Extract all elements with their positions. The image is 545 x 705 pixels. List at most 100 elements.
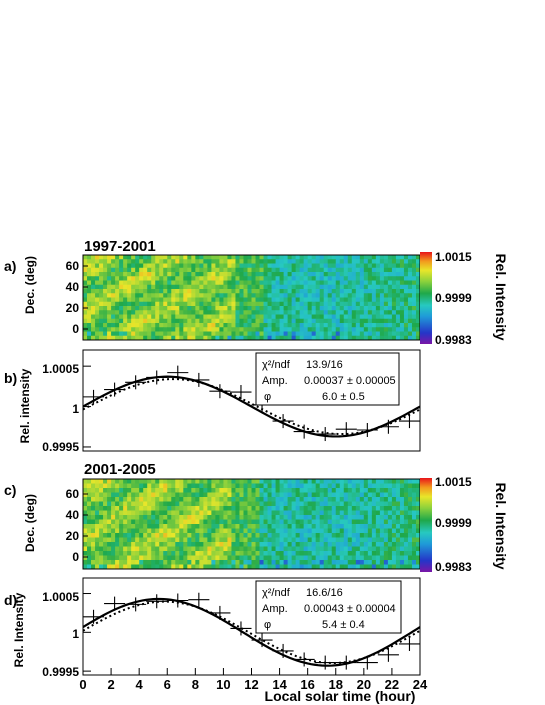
data-point — [377, 647, 399, 662]
tick-label: 1.0005 — [42, 362, 79, 376]
panel-a-ylabel: Dec. (deg) — [23, 256, 37, 314]
stats-d-phi-label: φ — [264, 619, 271, 631]
data-point — [104, 596, 126, 611]
heatmap-a — [83, 255, 421, 341]
x-tick-label: 8 — [192, 677, 199, 692]
x-tick-label: 12 — [244, 677, 258, 692]
panel-d: d) Rel. Intensity χ²/ndf 16.6/16 Amp. 0.… — [4, 577, 421, 679]
x-tick-label: 16 — [300, 677, 314, 692]
data-point — [356, 655, 378, 670]
data-point — [188, 592, 210, 607]
data-point — [377, 419, 399, 434]
stats-box-b: χ²/ndf 13.9/16 Amp. 0.00037 ± 0.00005 φ … — [255, 352, 400, 406]
data-point — [272, 643, 294, 658]
x-tick-label: 0 — [79, 677, 86, 692]
colorbar-c-max: 1.0015 — [435, 475, 472, 489]
data-point — [167, 593, 189, 608]
colorbar-a-max: 1.0015 — [435, 250, 472, 264]
data-point — [209, 384, 231, 399]
x-tick-label: 22 — [385, 677, 399, 692]
stats-b-chi-label: χ²/ndf — [262, 359, 291, 371]
stats-d-amp-label: Amp. — [262, 603, 288, 615]
x-tick-label: 2 — [107, 677, 114, 692]
panel-a-letter: a) — [4, 258, 16, 274]
panel-a-period: 1997-2001 — [84, 238, 156, 255]
colorbar-c — [420, 478, 432, 572]
data-point — [272, 414, 294, 429]
stats-d-amp-value: 0.00043 ± 0.00004 — [304, 603, 396, 615]
x-axis-label: Local solar time (hour) — [265, 688, 416, 704]
x-tick-label: 24 — [413, 677, 428, 692]
panel-c-period: 2001-2005 — [84, 461, 156, 478]
panel-c-letter: c) — [4, 482, 16, 498]
x-tick-label: 4 — [136, 677, 144, 692]
stats-d-chi-value: 16.6/16 — [306, 587, 343, 599]
data-point — [83, 389, 105, 404]
stats-b-amp-label: Amp. — [262, 375, 288, 387]
data-point — [293, 424, 315, 439]
tick-label: 1 — [72, 627, 79, 641]
panel-a: a) 1997-2001 Dec. (deg) 60 40 20 0 1.001… — [4, 238, 509, 347]
tick-label: 1.0005 — [42, 590, 79, 604]
panel-c-ylabel: Dec. (deg) — [23, 494, 37, 552]
panel-d-ylabel: Rel. Intensity — [12, 592, 26, 667]
colorbar-a-min: 0.9983 — [435, 333, 472, 347]
stats-b-phi-label: φ — [264, 391, 271, 403]
data-point — [335, 655, 357, 670]
data-point — [398, 414, 420, 429]
data-point — [230, 385, 252, 400]
data-point — [335, 422, 357, 437]
data-point — [314, 655, 336, 670]
tick-label: 60 — [66, 487, 80, 501]
stats-b-chi-value: 13.9/16 — [306, 359, 343, 371]
data-point — [125, 375, 147, 390]
fit-curve — [82, 597, 421, 667]
reference-curve — [82, 378, 421, 436]
colorbar-a-mid: 0.9999 — [435, 291, 472, 305]
heatmap-c — [83, 479, 421, 570]
stats-d-phi-value: 5.4 ± 0.4 — [322, 619, 365, 631]
colorbar-a-label: Rel. Intensity — [493, 253, 509, 340]
colorbar-c-label: Rel. Intensity — [493, 482, 509, 569]
data-point — [398, 636, 420, 651]
data-point — [146, 594, 168, 609]
x-tick-label: 6 — [164, 677, 171, 692]
tick-label: 0 — [72, 550, 79, 564]
colorbar-c-mid: 0.9999 — [435, 516, 472, 530]
tick-label: 0.9995 — [42, 440, 79, 454]
data-point — [125, 597, 147, 612]
tick-label: 20 — [66, 301, 80, 315]
tick-label: 0 — [72, 322, 79, 336]
x-tick-label: 14 — [272, 677, 287, 692]
data-point — [293, 652, 315, 667]
x-axis-ticks: 0 2 4 6 8 10 12 14 16 18 20 22 24 — [79, 668, 428, 692]
stats-box-d: χ²/ndf 16.6/16 Amp. 0.00043 ± 0.00004 φ … — [255, 580, 402, 634]
data-point — [314, 427, 336, 442]
colorbar-a — [420, 252, 432, 344]
data-point — [230, 621, 252, 636]
tick-label: 0.9995 — [42, 665, 79, 679]
profile-b-frame — [82, 349, 421, 452]
panel-d-letter: d) — [4, 592, 17, 608]
stats-b-phi-value: 6.0 ± 0.5 — [322, 391, 365, 403]
tick-label: 1 — [72, 402, 79, 416]
panel-c: c) 2001-2005 Dec. (deg) 60 40 20 0 1.001… — [4, 461, 509, 574]
data-point — [209, 605, 231, 620]
tick-label: 20 — [66, 529, 80, 543]
stats-d-chi-label: χ²/ndf — [262, 587, 291, 599]
stats-b-amp-value: 0.00037 ± 0.00005 — [304, 375, 396, 387]
tick-label: 40 — [66, 508, 80, 522]
panel-b-ylabel: Rel. intensity — [18, 368, 32, 443]
panel-b: b) Rel. intensity χ²/ndf 13.9/16 Amp. 0.… — [4, 349, 421, 454]
x-tick-label: 10 — [216, 677, 230, 692]
data-point — [167, 365, 189, 380]
fit-curve — [82, 375, 421, 438]
profile-d — [82, 592, 421, 672]
tick-label: 60 — [66, 259, 80, 273]
data-point — [251, 633, 273, 648]
x-tick-label: 20 — [357, 677, 371, 692]
data-point — [188, 372, 210, 387]
data-point — [83, 609, 105, 624]
data-point — [146, 370, 168, 385]
panel-b-letter: b) — [4, 370, 17, 386]
